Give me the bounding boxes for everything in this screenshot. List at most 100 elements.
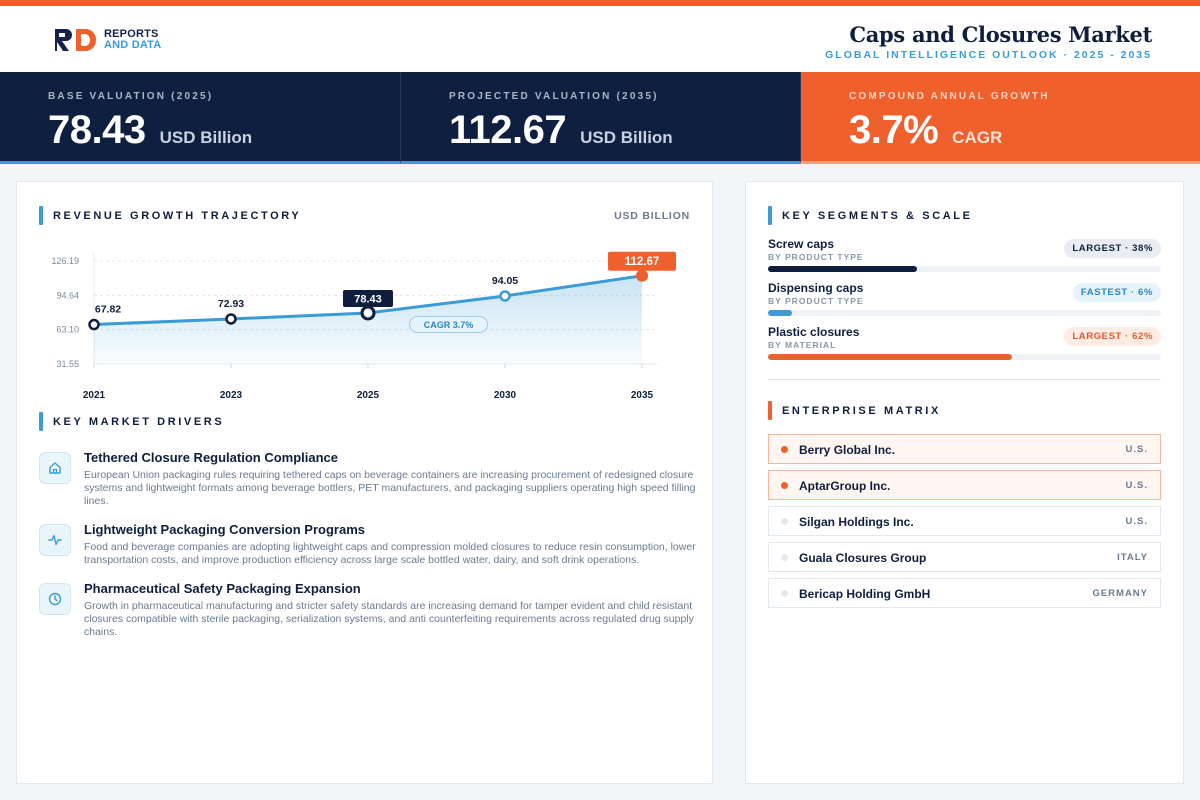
kpi-value: 3.7% — [849, 108, 939, 152]
company-row[interactable]: Berry Global Inc. U.S. — [768, 434, 1161, 464]
data-label: 78.43 — [354, 293, 382, 305]
company-row[interactable]: Silgan Holdings Inc. U.S. — [768, 506, 1161, 536]
segments-heading: KEY SEGMENTS & SCALE — [768, 206, 973, 225]
x-tick-label: 2023 — [220, 390, 243, 401]
kpi-value-row: 112.67 USD Billion — [449, 108, 673, 153]
segments-list: Screw caps BY PRODUCT TYPE LARGEST · 38%… — [768, 237, 1161, 369]
matrix-heading: ENTERPRISE MATRIX — [768, 401, 941, 420]
y-tick-label: 126.19 — [51, 256, 79, 266]
top-accent-bar — [0, 0, 1200, 6]
segments-heading-text: KEY SEGMENTS & SCALE — [782, 209, 973, 222]
company-row[interactable]: Guala Closures Group ITALY — [768, 542, 1161, 572]
company-country: GERMANY — [1092, 588, 1148, 599]
heading-accent-bar — [39, 412, 43, 431]
data-point — [636, 269, 648, 282]
driver-item: Tethered Closure Regulation Compliance E… — [39, 450, 699, 508]
clock-icon — [39, 583, 71, 615]
revenue-card: REVENUE GROWTH TRAJECTORY USD BILLION 12… — [16, 181, 713, 784]
driver-title: Lightweight Packaging Conversion Program… — [84, 522, 365, 537]
data-label: 72.93 — [218, 298, 244, 310]
data-label-box — [608, 251, 676, 271]
kpi-strip: BASE VALUATION (2025) 78.43 USD Billion P… — [0, 72, 1200, 164]
brand-name-line1: REPORTS — [104, 28, 159, 40]
company-country: U.S. — [1125, 516, 1148, 527]
y-tick-label: 63.10 — [56, 325, 79, 335]
data-point — [499, 290, 511, 302]
kpi-label: COMPOUND ANNUAL GROWTH — [849, 91, 1050, 102]
company-row[interactable]: AptarGroup Inc. U.S. — [768, 470, 1161, 500]
kpi-unit: CAGR — [952, 128, 1003, 147]
x-tick-label: 2021 — [83, 390, 106, 401]
driver-title: Tethered Closure Regulation Compliance — [84, 450, 339, 465]
brand-name-line2: AND DATA — [104, 39, 162, 51]
segment-badge: LARGEST · 62% — [1064, 327, 1161, 346]
company-name: AptarGroup Inc. — [799, 479, 891, 493]
activity-icon — [39, 524, 71, 556]
segment-badge: FASTEST · 6% — [1072, 283, 1161, 302]
chart-unit-label: USD BILLION — [614, 210, 690, 222]
driver-item: Lightweight Packaging Conversion Program… — [39, 522, 699, 567]
x-tick-label: 2025 — [357, 390, 380, 401]
segment-category: BY PRODUCT TYPE — [768, 296, 864, 306]
brand-logo: REPORTS AND DATA — [54, 28, 161, 52]
company-country: ITALY — [1117, 552, 1148, 563]
page-header: REPORTS AND DATA Caps and Closures Marke… — [0, 6, 1200, 72]
company-name: Silgan Holdings Inc. — [799, 515, 914, 529]
data-label-box — [343, 289, 393, 307]
segment-category: BY MATERIAL — [768, 340, 837, 350]
segment-category: BY PRODUCT TYPE — [768, 252, 864, 262]
company-country: U.S. — [1125, 444, 1148, 455]
revenue-heading-text: REVENUE GROWTH TRAJECTORY — [53, 209, 302, 222]
heading-accent-bar — [39, 206, 43, 225]
status-dot — [781, 482, 788, 489]
driver-description: Food and beverage companies are adopting… — [84, 541, 696, 566]
company-name: Berry Global Inc. — [799, 443, 896, 457]
company-row[interactable]: Bericap Holding GmbH GERMANY — [768, 578, 1161, 608]
data-point — [360, 305, 376, 321]
page-title: Caps and Closures Market — [849, 22, 1152, 47]
brand-name: REPORTS AND DATA — [104, 29, 161, 51]
data-label: 94.05 — [492, 275, 518, 287]
segment-item: Dispensing caps BY PRODUCT TYPE FASTEST … — [768, 281, 1161, 325]
heading-accent-bar — [768, 401, 772, 420]
status-dot — [781, 518, 788, 525]
enterprise-matrix: Berry Global Inc. U.S. AptarGroup Inc. U… — [768, 434, 1161, 614]
segment-track — [768, 310, 1161, 316]
company-name: Guala Closures Group — [799, 551, 927, 565]
driver-item: Pharmaceutical Safety Packaging Expansio… — [39, 581, 699, 639]
kpi-base-valuation: BASE VALUATION (2025) 78.43 USD Billion — [0, 72, 400, 164]
y-tick-label: 31.55 — [56, 359, 79, 369]
segment-item: Screw caps BY PRODUCT TYPE LARGEST · 38% — [768, 237, 1161, 281]
segments-card: KEY SEGMENTS & SCALE Screw caps BY PRODU… — [745, 181, 1184, 784]
kpi-value-row: 78.43 USD Billion — [48, 108, 252, 153]
drivers-heading: KEY MARKET DRIVERS — [39, 412, 224, 431]
drivers-heading-text: KEY MARKET DRIVERS — [53, 415, 225, 428]
page-subtitle: GLOBAL INTELLIGENCE OUTLOOK · 2025 - 203… — [825, 49, 1152, 61]
segment-item: Plastic closures BY MATERIAL LARGEST · 6… — [768, 325, 1161, 369]
status-dot — [781, 590, 788, 597]
data-point — [88, 318, 100, 331]
data-label: 67.82 — [95, 304, 121, 316]
segment-track — [768, 354, 1161, 360]
drivers-list: Tethered Closure Regulation Compliance E… — [39, 450, 699, 653]
status-dot — [781, 554, 788, 561]
kpi-cagr: COMPOUND ANNUAL GROWTH 3.7% CAGR — [800, 72, 1200, 164]
kpi-value: 78.43 — [48, 108, 146, 152]
kpi-label: BASE VALUATION (2025) — [48, 91, 214, 102]
kpi-value: 112.67 — [449, 108, 567, 152]
company-country: U.S. — [1125, 480, 1148, 491]
kpi-unit: USD Billion — [580, 128, 673, 147]
home-icon — [39, 452, 71, 484]
segment-badge: LARGEST · 38% — [1064, 239, 1161, 258]
company-name: Bericap Holding GmbH — [799, 587, 931, 601]
segment-name: Screw caps — [768, 237, 835, 251]
revenue-heading: REVENUE GROWTH TRAJECTORY — [39, 206, 301, 225]
status-dot — [781, 446, 788, 453]
driver-title: Pharmaceutical Safety Packaging Expansio… — [84, 581, 361, 596]
y-tick-label: 94.64 — [56, 290, 79, 300]
data-point — [225, 313, 237, 325]
x-tick-label: 2035 — [631, 390, 654, 401]
kpi-label: PROJECTED VALUATION (2035) — [449, 91, 659, 102]
segment-share-bar — [768, 354, 1012, 360]
segment-share-bar — [768, 310, 792, 316]
